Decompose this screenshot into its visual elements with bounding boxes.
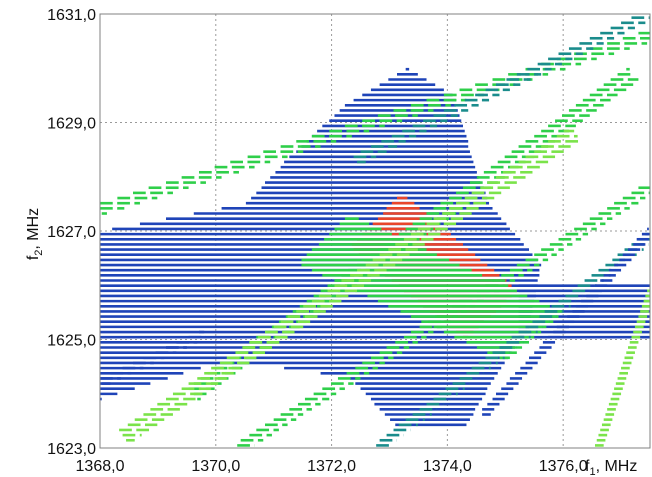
y-tick-label: 1623,0: [47, 441, 96, 458]
y-axis-label: f2, MHz: [25, 208, 45, 260]
plot-frame: [99, 13, 651, 449]
x-axis-label: f1, MHz: [585, 458, 637, 477]
x-tick-label: 1370,0: [191, 458, 240, 475]
data-marks: [100, 16, 650, 447]
x-tick-label: 1372,0: [307, 458, 356, 475]
x-axis-ticks: 1368,0 1370,0 1372,0 1374,0 1376,0: [76, 458, 588, 475]
x-tick-label: 1376,0: [539, 458, 588, 475]
x-tick-label: 1368,0: [76, 458, 125, 475]
y-tick-label: 1631,0: [47, 7, 96, 24]
y-axis-ticks: 1623,0 1625,0 1627,0 1629,0 1631,0: [47, 7, 96, 458]
x-tick-label: 1374,0: [423, 458, 472, 475]
y-tick-label: 1627,0: [47, 224, 96, 241]
y-tick-label: 1629,0: [47, 116, 96, 133]
y-tick-label: 1625,0: [47, 333, 96, 350]
